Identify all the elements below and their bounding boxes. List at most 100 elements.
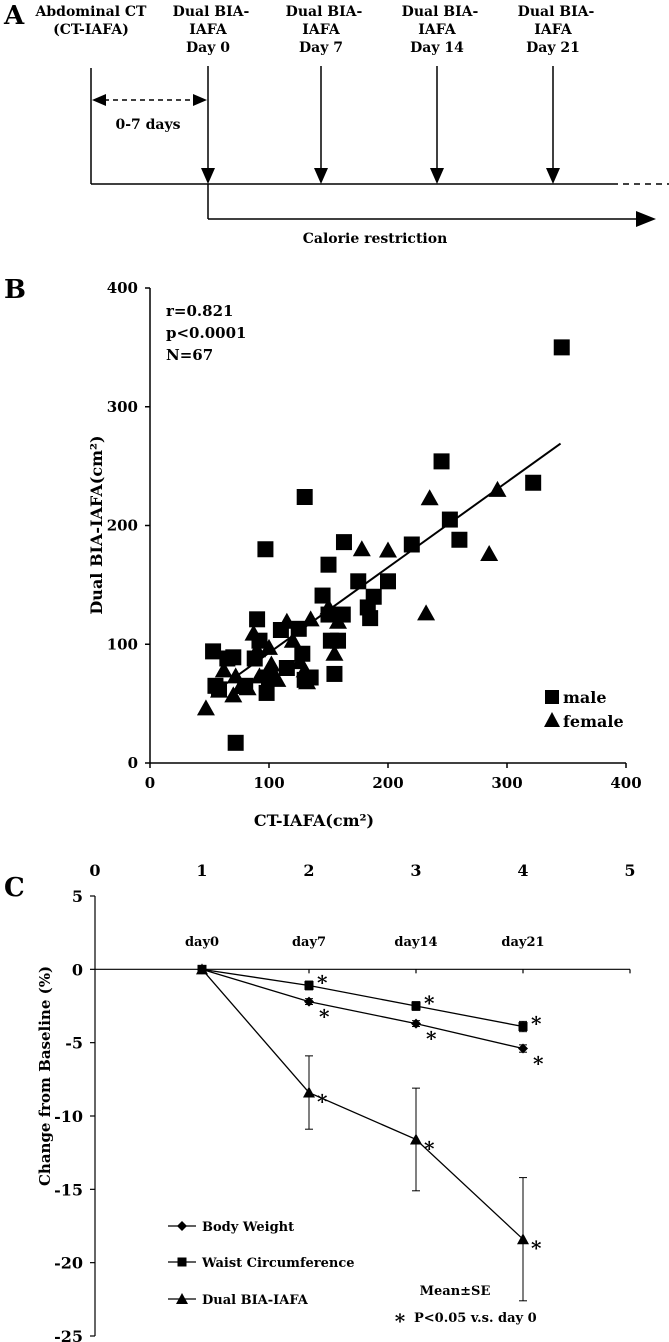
scatter-legend: male female — [544, 688, 624, 731]
point-male — [365, 588, 382, 605]
scatter-x-tick-label: 100 — [253, 774, 284, 792]
event-day21: Dual BIA- IAFA Day 21 — [518, 4, 595, 56]
event-day7-line2: IAFA — [302, 22, 341, 38]
event-ct-line2: (CT-IAFA) — [53, 22, 129, 38]
data-point — [304, 980, 314, 990]
legend-marker-male — [545, 690, 559, 704]
line-y-tick-label: 5 — [72, 887, 83, 906]
data-point — [196, 963, 208, 975]
significance-star: * — [426, 1027, 437, 1051]
event-day7-line1: Dual BIA- — [286, 4, 363, 20]
event-day14-line3: Day 14 — [410, 40, 464, 56]
line-x-tick-label: 2 — [303, 861, 314, 880]
point-female — [260, 638, 278, 655]
point-male — [320, 556, 337, 573]
series-line — [201, 968, 524, 1240]
restriction-label: Calorie restriction — [303, 231, 448, 247]
line-y-tick-label: -15 — [54, 1180, 83, 1199]
event-day0-line2: IAFA — [189, 22, 228, 38]
point-male — [451, 531, 468, 548]
scatter-y-tick-label: 300 — [107, 398, 138, 416]
point-female — [295, 661, 314, 678]
panel-c-label: C — [4, 873, 25, 903]
point-male — [257, 541, 274, 558]
series-dual-bia-iafa: * * * — [196, 963, 542, 1302]
event-day21-line2: IAFA — [534, 22, 573, 38]
point-female — [224, 686, 243, 703]
point-male — [205, 643, 222, 660]
scatter-points — [196, 339, 570, 751]
interval-arrow — [92, 94, 207, 106]
point-female — [214, 661, 233, 678]
point-male — [350, 573, 367, 590]
arrow-day14 — [430, 66, 444, 184]
panel-a-timeline: A Abdominal CT (CT-IAFA) Dual BIA- IAFA … — [3, 1, 669, 247]
point-female — [379, 541, 397, 558]
significance-star: * — [317, 970, 328, 994]
regression-line-group — [220, 442, 562, 688]
regression-line — [220, 442, 562, 688]
interval-label: 0-7 days — [115, 117, 180, 133]
point-male — [441, 511, 458, 528]
series-line — [201, 968, 524, 1050]
point-male — [227, 734, 244, 751]
data-point — [517, 1233, 529, 1245]
point-female — [480, 545, 499, 561]
scatter-xlabel: CT-IAFA(cm²) — [254, 811, 374, 830]
point-male — [278, 660, 295, 676]
day-label: day21 — [501, 935, 544, 950]
event-day7-line3: Day 7 — [299, 40, 343, 56]
legend-label-male: male — [563, 688, 607, 707]
significance-star: * — [319, 1005, 330, 1029]
point-female — [268, 670, 287, 687]
line-ylabel: Change from Baseline (%) — [36, 966, 54, 1186]
point-female — [301, 610, 320, 627]
point-female — [420, 489, 439, 506]
point-female — [329, 612, 348, 629]
scatter-ylabel: Dual BIA-IAFA(cm²) — [87, 435, 106, 614]
event-day7: Dual BIA- IAFA Day 7 — [286, 4, 363, 56]
point-male — [296, 489, 313, 505]
point-male — [403, 536, 420, 553]
point-male — [258, 684, 275, 701]
point-female — [283, 631, 302, 648]
event-day14-line2: IAFA — [418, 22, 457, 38]
significance-star: * — [317, 1090, 328, 1114]
scatter-x-tick-label: 200 — [372, 774, 403, 792]
line-x-tick-label: 5 — [624, 861, 635, 880]
point-female — [417, 604, 436, 621]
day-label: day7 — [292, 935, 326, 950]
line-x-tick-label: 3 — [410, 861, 421, 880]
point-female — [238, 679, 257, 696]
event-day0: Dual BIA- IAFA Day 0 — [173, 4, 250, 56]
restriction-arrow — [207, 184, 656, 227]
legend-marker — [177, 1221, 187, 1231]
point-male — [249, 611, 266, 628]
point-male — [335, 534, 352, 551]
significance-star: * — [533, 1052, 544, 1076]
scatter-y-tick-label: 400 — [107, 279, 138, 297]
point-female — [250, 667, 269, 684]
line-x-tick-label: 0 — [89, 861, 100, 880]
data-point — [518, 1022, 528, 1032]
arrow-day21 — [546, 66, 560, 184]
scatter-y-tick-label: 0 — [128, 754, 138, 772]
point-male — [362, 610, 379, 627]
point-male — [553, 339, 570, 356]
legend-label: Dual BIA-IAFA — [202, 1293, 309, 1308]
event-day21-line1: Dual BIA- — [518, 4, 595, 20]
point-female — [325, 644, 344, 661]
line-y-tick-label: -20 — [54, 1254, 83, 1273]
point-male — [326, 665, 343, 682]
event-day0-line1: Dual BIA- — [173, 4, 250, 20]
event-day0-line3: Day 0 — [186, 40, 230, 56]
scatter-x-tick-label: 300 — [491, 774, 522, 792]
scatter-x-tick-label: 400 — [610, 774, 641, 792]
line-y-tick-label: -5 — [65, 1034, 83, 1053]
panel-b-scatter: B 0 100 200 300 400 0 100 200 300 400 r=0.821 p<0… — [4, 275, 642, 830]
point-male — [380, 573, 396, 590]
data-point — [411, 1018, 421, 1029]
arrow-day7 — [314, 66, 328, 184]
arrow-day0 — [201, 66, 215, 184]
